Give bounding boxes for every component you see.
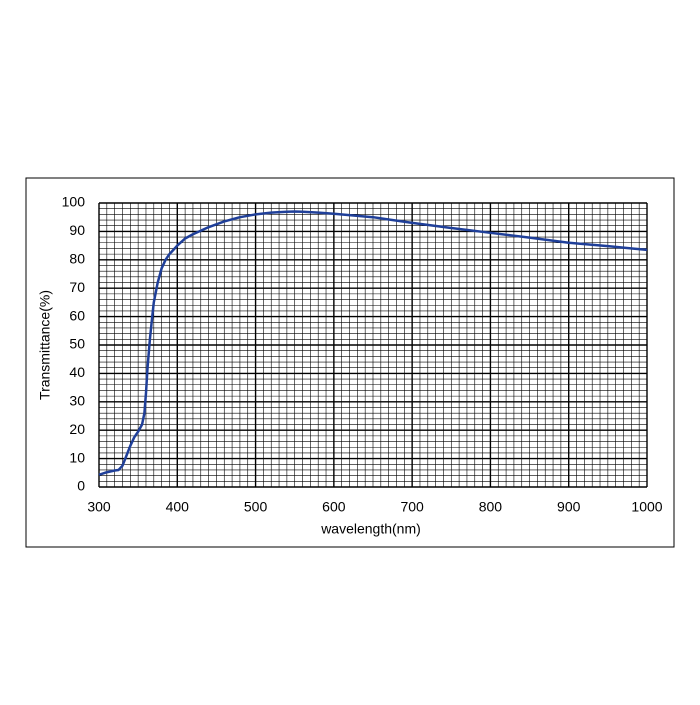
x-axis-label: wavelength(nm) bbox=[320, 521, 421, 537]
x-tick-label: 500 bbox=[244, 499, 268, 515]
x-tick-label: 600 bbox=[322, 499, 346, 515]
x-tick-label: 800 bbox=[479, 499, 503, 515]
x-tick-label: 700 bbox=[400, 499, 424, 515]
y-tick-label: 50 bbox=[69, 336, 85, 352]
major-grid bbox=[98, 202, 648, 488]
y-tick-label: 70 bbox=[69, 279, 85, 295]
y-tick-label: 10 bbox=[69, 449, 85, 465]
x-tick-label: 300 bbox=[87, 499, 111, 515]
y-tick-label: 40 bbox=[69, 364, 85, 380]
x-tick-label: 900 bbox=[557, 499, 581, 515]
x-tick-label: 400 bbox=[166, 499, 190, 515]
y-tick-label: 60 bbox=[69, 307, 85, 323]
frame bbox=[25, 177, 675, 548]
data-line bbox=[98, 210, 648, 476]
y-tick-label: 20 bbox=[69, 421, 85, 437]
y-tick-label: 30 bbox=[69, 393, 85, 409]
y-tick-label: 90 bbox=[69, 222, 85, 238]
y-axis-label: Transmittance(%) bbox=[37, 290, 53, 400]
y-tick-label: 80 bbox=[69, 251, 85, 267]
y-tick-label: 0 bbox=[77, 478, 85, 494]
y-tick-label: 100 bbox=[62, 194, 86, 210]
x-tick-label: 1000 bbox=[631, 499, 662, 515]
